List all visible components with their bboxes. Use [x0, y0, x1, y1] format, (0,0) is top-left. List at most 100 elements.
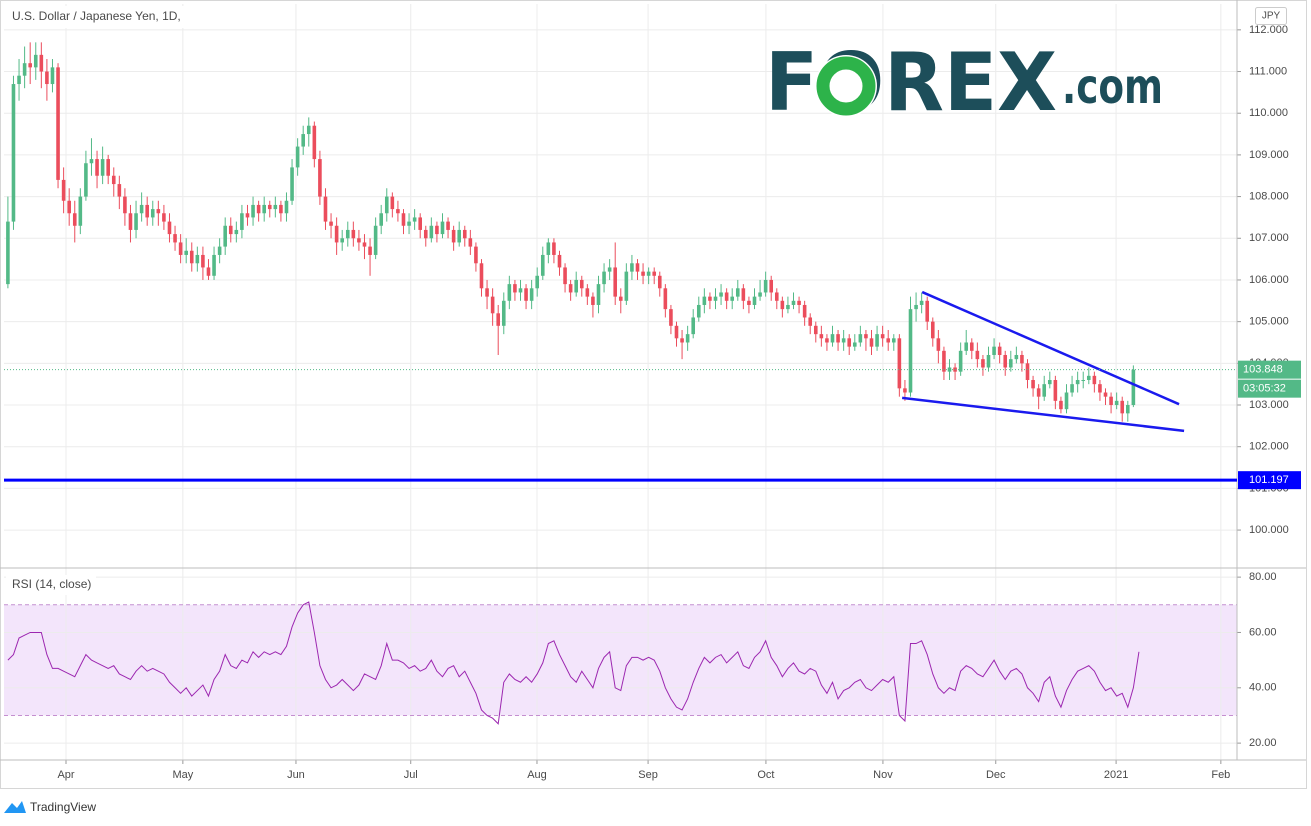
candle-body [886, 338, 891, 343]
y-tick-label: 20.00 [1249, 737, 1277, 749]
candle-body [251, 204, 255, 218]
candle-body [490, 296, 495, 314]
candle-body [217, 246, 222, 255]
footer: TradingView [30, 800, 96, 814]
candle-body [1092, 375, 1097, 385]
x-tick-label: Dec [986, 769, 1006, 781]
candle-body [552, 242, 556, 255]
candle-body [641, 271, 645, 276]
candle-body [423, 229, 428, 239]
candle-body [741, 288, 746, 301]
candle-body [652, 271, 657, 276]
candle-body [585, 288, 590, 297]
last-price-label: 103.848 [1243, 364, 1283, 376]
candle-body [418, 217, 423, 230]
candle-body [685, 334, 690, 343]
y-tick-label: 111.000 [1249, 65, 1287, 77]
candle-body [334, 225, 339, 243]
y-tick-label: 80.00 [1249, 571, 1277, 583]
candle-body [529, 288, 534, 301]
candle-body [986, 354, 991, 368]
candle-body [691, 317, 696, 335]
candle-body [507, 284, 512, 301]
trendline [902, 396, 1185, 433]
candle-body [997, 346, 1002, 355]
candle-body [184, 250, 188, 255]
candle-body [903, 388, 907, 393]
candle-body [240, 213, 244, 230]
candle-body [747, 300, 751, 305]
candle-body [852, 342, 857, 347]
candle-body [546, 242, 551, 255]
candle-body [674, 325, 679, 339]
candle-body [167, 221, 172, 235]
candle-body [457, 229, 462, 243]
candle-body [730, 296, 735, 301]
rsi-line [7, 601, 1140, 725]
candle-body [735, 288, 740, 297]
candle-body [1109, 396, 1113, 406]
candle-body [891, 338, 896, 343]
y-tick-label: 107.000 [1249, 232, 1289, 244]
candle-body [819, 334, 824, 339]
candle-body [357, 238, 361, 243]
candle-body [925, 300, 930, 322]
candle-body [669, 309, 673, 326]
candle-body [758, 292, 762, 297]
candle-body [301, 134, 305, 147]
candle-body [462, 229, 467, 239]
candle-body [591, 296, 595, 305]
candle-body [880, 334, 885, 339]
candle-body [379, 213, 383, 226]
candle-body [808, 317, 813, 326]
candle-body [791, 300, 796, 305]
candle-body [6, 221, 10, 285]
candle-body [752, 296, 757, 305]
candle-body [975, 350, 980, 360]
candle-body [802, 304, 807, 318]
candle-body [813, 325, 818, 335]
candle-body [1020, 354, 1024, 364]
candle-body [657, 275, 662, 289]
candle-body [1098, 384, 1102, 393]
y-tick-label: 110.000 [1249, 107, 1288, 119]
candle-body [67, 200, 71, 214]
candle-body [897, 338, 902, 389]
x-tick-label: May [172, 769, 193, 781]
candle-body [607, 267, 612, 272]
candle-body [1059, 400, 1063, 410]
candle-body [1086, 375, 1091, 380]
y-tick-label: 102.000 [1249, 441, 1289, 453]
candle-body [496, 313, 501, 326]
candle-body [273, 204, 278, 210]
logo-suffix: .com [1062, 59, 1163, 115]
candle-body [84, 163, 88, 197]
candle-body [262, 204, 266, 214]
candle-body [78, 196, 83, 226]
candle-body [290, 167, 294, 201]
candle-body [936, 338, 941, 351]
candle-body [329, 221, 333, 226]
candle-body [128, 213, 133, 230]
chart-title: U.S. Dollar / Japanese Yen, 1D, [12, 9, 181, 23]
title-bg [6, 6, 244, 28]
candle-body [72, 213, 77, 226]
x-tick-label: 2021 [1104, 769, 1128, 781]
candle-body [45, 71, 49, 85]
candle-body [708, 296, 712, 301]
candle-body [797, 300, 801, 305]
candle-body [28, 63, 32, 68]
candle-body [323, 196, 328, 222]
x-tick-label: Aug [527, 769, 547, 781]
candle-body [306, 125, 311, 135]
candle-body [284, 200, 289, 214]
candle-body [964, 342, 969, 351]
candle-body [351, 229, 356, 239]
candle-body [106, 159, 110, 176]
candle-body [11, 84, 16, 222]
candle-body [618, 296, 623, 301]
candle-body [1114, 400, 1119, 406]
candle-body [869, 338, 874, 347]
candle-body [557, 254, 562, 268]
candle-body [435, 225, 439, 235]
